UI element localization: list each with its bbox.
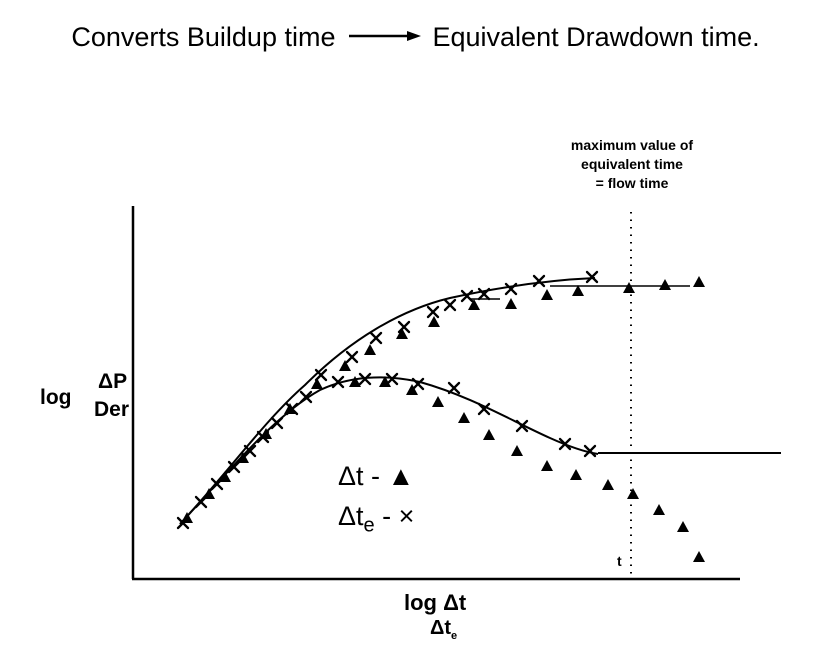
legend-triangle-label: Δt - — [338, 461, 388, 491]
triangle-marker — [693, 551, 705, 562]
triangle-marker — [181, 512, 193, 523]
title-left-text: Converts Buildup time — [71, 22, 336, 52]
cross-marker — [443, 298, 457, 312]
cross-marker — [331, 375, 345, 389]
annotation-line-2: equivalent time — [581, 156, 683, 172]
cross-marker — [369, 331, 383, 345]
title-right-text: Equivalent Drawdown time. — [432, 22, 760, 52]
cross-marker — [583, 444, 597, 458]
cross-marker — [532, 274, 546, 288]
triangle-marker — [260, 428, 272, 439]
triangle-marker — [541, 289, 553, 300]
cross-marker — [504, 282, 518, 296]
triangle-marker — [653, 504, 665, 515]
y-axis-log-prefix: log — [40, 386, 72, 409]
triangle-marker — [659, 279, 671, 290]
legend-cross-label-rest: - × — [374, 501, 415, 531]
annotation-line-1: maximum value of — [570, 137, 694, 153]
cross-marker — [243, 444, 257, 458]
triangle-marker — [693, 276, 705, 287]
y-axis-der: Der — [94, 398, 130, 421]
cross-marker — [477, 402, 491, 416]
cross-marker — [558, 437, 572, 451]
triangle-marker — [572, 285, 584, 296]
flow-time-marker: t — [617, 553, 622, 569]
triangle-marker — [570, 469, 582, 480]
triangle-marker — [468, 299, 480, 310]
legend-cross-label-main: Δt — [338, 501, 364, 531]
legend-triangle-row: Δt - ▲ — [338, 456, 414, 496]
cross-marker — [460, 289, 474, 303]
cross-marker — [299, 390, 313, 404]
triangle-marker — [541, 460, 553, 471]
triangle-marker — [511, 445, 523, 456]
triangle-marker — [483, 429, 495, 440]
triangle-marker — [284, 403, 296, 414]
x-axis-label: log Δt Δte — [404, 590, 467, 642]
cross-marker — [515, 419, 529, 433]
legend: Δt - ▲ Δte - × — [338, 456, 414, 545]
triangle-markers — [181, 276, 705, 562]
cross-marker — [397, 320, 411, 334]
flow-time-annotation: maximum value of equivalent time = flow … — [522, 136, 742, 193]
triangle-marker — [396, 328, 408, 339]
x-axis-line-1: log Δt — [404, 590, 467, 615]
cross-marker — [447, 381, 461, 395]
legend-cross-label-sub: e — [363, 514, 375, 537]
x-axis-line-2-sub: e — [451, 630, 458, 642]
cross-marker — [411, 377, 425, 391]
cross-marker — [227, 460, 241, 474]
cross-marker — [270, 416, 284, 430]
cross-marker — [385, 372, 399, 386]
cross-marker — [358, 372, 372, 386]
triangle-marker — [677, 521, 689, 532]
triangle-marker — [505, 298, 517, 309]
diagram-title: Converts Buildup time Equivalent Drawdow… — [0, 22, 831, 53]
cross-marker — [314, 368, 328, 382]
cross-markers — [176, 270, 599, 530]
cross-marker — [477, 287, 491, 301]
right-arrow-icon — [348, 30, 421, 41]
triangle-marker — [203, 488, 215, 499]
triangle-marker — [364, 344, 376, 355]
cross-marker — [585, 270, 599, 284]
triangle-marker — [339, 360, 351, 371]
triangle-marker — [623, 282, 635, 293]
triangle-marker — [627, 488, 639, 499]
triangle-marker — [406, 384, 418, 395]
annotation-line-3: = flow time — [595, 175, 669, 191]
cross-marker — [426, 305, 440, 319]
triangle-marker — [219, 471, 231, 482]
triangle-marker — [602, 479, 614, 490]
triangle-marker — [349, 376, 361, 387]
triangle-marker — [458, 412, 470, 423]
triangle-marker — [428, 316, 440, 327]
x-axis-line-2-main: Δt — [430, 617, 452, 639]
legend-cross-row: Δte - × — [338, 496, 414, 545]
triangle-marker — [311, 378, 323, 389]
triangle-marker — [237, 452, 249, 463]
cross-marker — [345, 350, 359, 364]
triangle-marker — [379, 376, 391, 387]
legend-triangle-icon: ▲ — [387, 461, 415, 491]
derivative-curve — [179, 376, 599, 525]
y-axis-delta-p: ΔP — [98, 370, 128, 393]
triangle-marker — [432, 396, 444, 407]
x-axis-line-2: Δte — [430, 617, 457, 642]
